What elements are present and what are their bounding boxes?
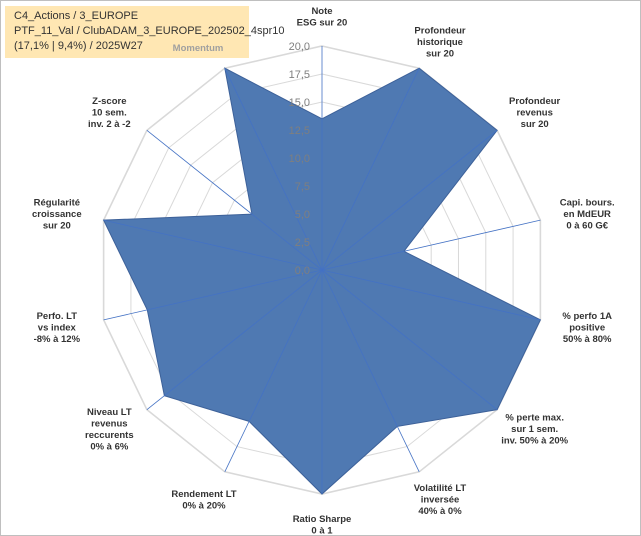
header-line-1: C4_Actions / 3_EUROPE — [14, 10, 139, 22]
category-label: Profondeur historique sur 20 — [414, 25, 465, 59]
header-line-3: (17,1% | 9,4%) / 2025W27 — [14, 40, 143, 52]
category-label-line: % perfo 1A — [562, 311, 612, 322]
category-label-line: en MdEUR — [563, 209, 611, 220]
tick-label: 2,5 — [295, 237, 310, 249]
category-label-line: inv. 50% à 20% — [501, 436, 568, 447]
category-label: Note ESG sur 20 — [297, 6, 348, 29]
category-label-line: Capi. bours. — [560, 198, 615, 209]
axis-spoke — [321, 269, 541, 321]
category-label-line: Niveau LT — [87, 407, 132, 418]
category-label-line: ESG sur 20 — [297, 18, 348, 29]
category-label-line: 0% à 6% — [90, 441, 129, 452]
tick-label: 7,5 — [295, 181, 310, 193]
tick-label: 17,5 — [289, 69, 310, 81]
category-label-line: Ratio Sharpe — [293, 514, 352, 525]
category-label-line: sur 20 — [43, 221, 71, 232]
category-label-line: Z-score — [92, 96, 126, 107]
category-label-line: Volatilité LT — [414, 483, 467, 494]
chart-header-box: C4_Actions / 3_EUROPE PTF_11_Val / ClubA… — [5, 6, 284, 58]
category-label-line: positive — [569, 322, 605, 333]
category-label: Profondeur revenus sur 20 — [509, 96, 560, 130]
axis-spoke — [224, 269, 323, 472]
category-label-line: Régularité — [34, 198, 80, 209]
tick-label: 5,0 — [295, 209, 310, 221]
axis-spoke — [146, 269, 323, 410]
category-label: Perfo. LT vs index -8% à 12% — [34, 311, 81, 345]
category-label-line: 0 à 1 — [311, 526, 333, 536]
category-label-line: Profondeur — [414, 25, 465, 36]
category-label-line: sur 20 — [521, 119, 549, 130]
category-label-line: Perfo. LT — [37, 311, 78, 322]
category-label: Capi. bours. en MdEUR 0 à 60 G€ — [560, 198, 615, 232]
axis-spoke — [321, 219, 541, 271]
tick-label: 12,5 — [289, 125, 310, 137]
axis-spoke — [321, 269, 420, 472]
category-label-line: 40% à 0% — [418, 506, 462, 517]
category-label: Rendement LT 0% à 20% — [171, 489, 236, 512]
category-label: Volatilité LT inversée 40% à 0% — [414, 483, 467, 517]
radar-tick-labels: 0,0 2,5 5,0 7,5 10,0 12,5 15,0 17,5 20,0 — [289, 41, 310, 277]
category-label-line: 50% à 80% — [563, 334, 612, 345]
axis-spoke — [321, 130, 498, 271]
axis-spoke — [321, 68, 420, 271]
category-label-line: % perte max. — [505, 413, 564, 424]
category-label-line: inversée — [421, 495, 460, 506]
category-label: Régularité croissance sur 20 — [32, 198, 82, 232]
axis-spoke — [103, 219, 323, 271]
header-line-2: PTF_11_Val / ClubADAM_3_EUROPE_202502_4s… — [14, 25, 285, 37]
category-label-line: revenus — [516, 107, 552, 118]
category-label-line: Profondeur — [509, 96, 560, 107]
tick-label: 20,0 — [289, 41, 310, 53]
axis-spoke — [321, 269, 498, 410]
category-label-line: sur 20 — [426, 48, 454, 59]
category-label-line: inv. 2 à -2 — [88, 119, 131, 130]
category-label-line: historique — [417, 37, 463, 48]
category-label-line: revenus — [91, 418, 127, 429]
category-label-line: 0 à 60 G€ — [566, 221, 608, 232]
category-label-line: -8% à 12% — [34, 334, 81, 345]
category-label-line: reccurents — [85, 430, 134, 441]
axis-spoke — [224, 68, 323, 271]
category-label: % perfo 1A positive 50% à 80% — [562, 311, 612, 345]
tick-label: 15,0 — [289, 97, 310, 109]
category-label: Z-score 10 sem. inv. 2 à -2 — [88, 96, 131, 130]
category-label-line: 10 sem. — [92, 107, 127, 118]
category-label-line: 0% à 20% — [182, 500, 226, 511]
axis-spoke — [146, 130, 323, 271]
category-label: % perte max. sur 1 sem. inv. 50% à 20% — [501, 413, 568, 447]
category-label-line: vs index — [38, 322, 77, 333]
category-label-line: Rendement LT — [171, 489, 236, 500]
category-label: Niveau LT revenus reccurents 0% à 6% — [85, 407, 134, 453]
tick-label: 10,0 — [289, 153, 310, 165]
category-label-line: Note — [311, 6, 332, 17]
category-label: Ratio Sharpe 0 à 1 — [293, 514, 352, 536]
radar-axes — [103, 46, 541, 494]
category-label-line: croissance — [32, 209, 82, 220]
category-label-line: sur 1 sem. — [511, 424, 558, 435]
tick-label: 0,0 — [295, 265, 310, 277]
axis-spoke — [103, 269, 323, 321]
